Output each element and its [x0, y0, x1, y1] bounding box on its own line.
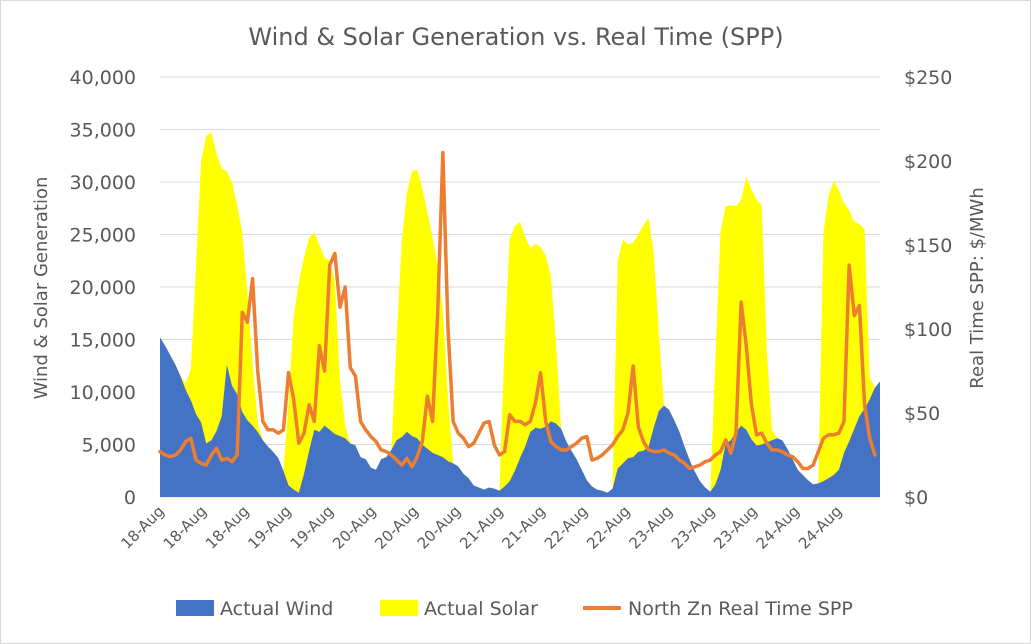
x-tick-label: 18-Aug — [160, 502, 211, 553]
legend-swatch-wind — [176, 600, 214, 616]
legend-label-wind: Actual Wind — [220, 598, 333, 620]
y-tick-label: 5,000 — [82, 435, 136, 457]
legend-label-spp: North Zn Real Time SPP — [628, 598, 853, 620]
solar-area-layer — [160, 132, 880, 497]
y-axis-left: 0 5,000 10,000 15,000 20,000 25,000 30,000 35,0… — [70, 67, 136, 509]
legend-swatch-solar — [380, 600, 418, 616]
x-tick-label: 18-Aug — [117, 502, 168, 553]
x-axis: 18-Aug18-Aug18-Aug19-Aug19-Aug20-Aug20-A… — [117, 502, 845, 553]
spp-line-layer — [158, 150, 877, 471]
y2-axis-title: Real Time SPP: $/MWh — [967, 187, 988, 388]
solar-area — [160, 132, 880, 497]
y-tick-label: 0 — [124, 487, 136, 509]
x-tick-label: 18-Aug — [202, 502, 253, 553]
y2-tick-label: $250 — [904, 67, 952, 89]
chart-title: Wind & Solar Generation vs. Real Time (S… — [248, 23, 783, 51]
y-tick-label: 20,000 — [70, 277, 136, 299]
x-tick-label: 19-Aug — [244, 502, 295, 553]
y2-tick-label: $100 — [904, 319, 952, 341]
x-tick-label: 21-Aug — [456, 502, 507, 553]
x-tick-label: 22-Aug — [541, 502, 592, 553]
x-tick-label: 24-Aug — [795, 502, 846, 553]
y-axis-right: $0 $50 $100 $150 $200 $250 — [904, 67, 952, 509]
wind-area — [160, 337, 880, 497]
x-tick-label: 22-Aug — [583, 502, 634, 553]
y2-tick-label: $50 — [904, 403, 940, 425]
spp-line — [158, 150, 877, 471]
x-tick-label: 23-Aug — [710, 502, 761, 553]
y-tick-label: 40,000 — [70, 67, 136, 89]
legend: Actual Wind Actual Solar North Zn Real T… — [176, 598, 853, 620]
y-tick-label: 15,000 — [70, 330, 136, 352]
y-tick-label: 35,000 — [70, 120, 136, 142]
x-tick-label: 19-Aug — [287, 502, 338, 553]
x-tick-label: 21-Aug — [498, 502, 549, 553]
x-tick-label: 20-Aug — [371, 502, 422, 553]
x-tick-label: 20-Aug — [414, 502, 465, 553]
x-tick-label: 23-Aug — [668, 502, 719, 553]
wind-area-layer — [160, 337, 880, 497]
x-tick-label: 20-Aug — [329, 502, 380, 553]
x-tick-label: 24-Aug — [753, 502, 804, 553]
x-tick-label: 23-Aug — [626, 502, 677, 553]
y2-tick-label: $0 — [904, 487, 928, 509]
y-axis-title: Wind & Solar Generation — [31, 177, 52, 400]
y-tick-label: 25,000 — [70, 225, 136, 247]
y2-tick-label: $150 — [904, 235, 952, 257]
legend-label-solar: Actual Solar — [424, 598, 538, 620]
y2-tick-label: $200 — [904, 151, 952, 173]
y-tick-label: 30,000 — [70, 172, 136, 194]
y-tick-label: 10,000 — [70, 382, 136, 404]
